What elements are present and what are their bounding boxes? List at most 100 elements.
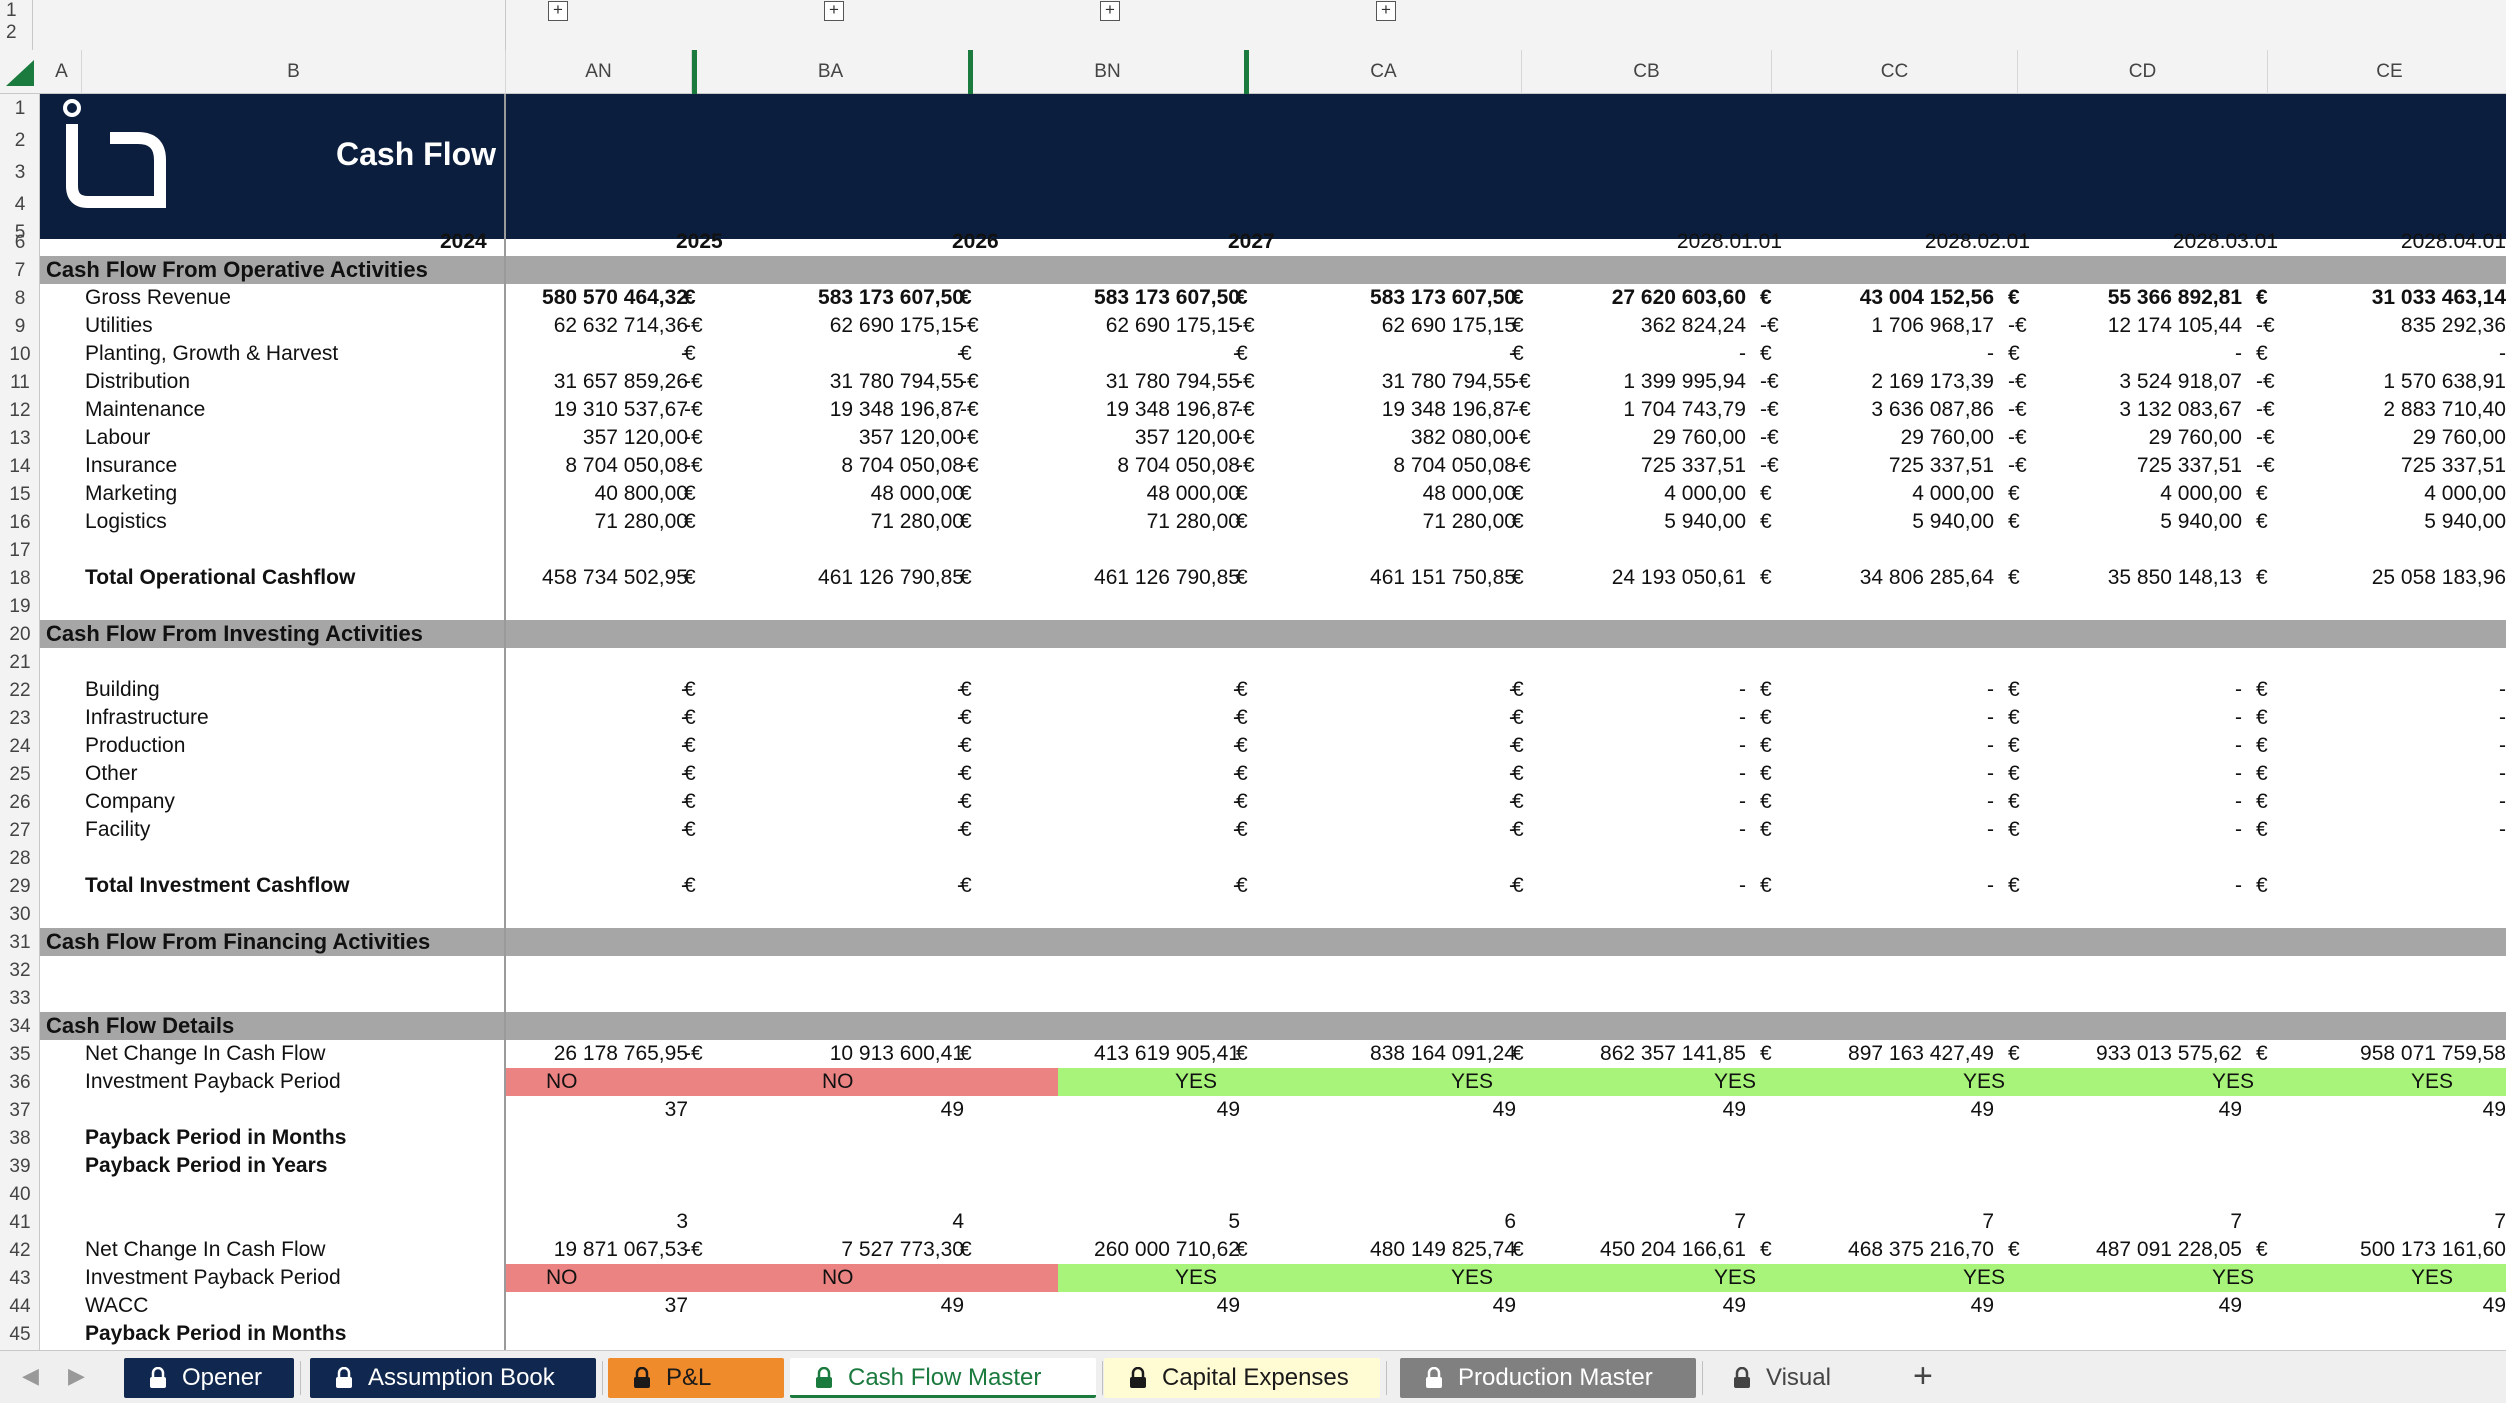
investing-row-value[interactable]: - <box>957 734 964 757</box>
total-investment-value[interactable]: - <box>1509 874 1516 897</box>
investing-row-value[interactable]: - <box>1739 790 1746 813</box>
row-header[interactable]: 9 <box>14 316 26 337</box>
investing-row-value[interactable]: - <box>2235 678 2242 701</box>
operative-row-value[interactable]: 40 800,00 <box>594 482 688 505</box>
row-header[interactable]: 20 <box>9 624 31 645</box>
operative-row-value[interactable]: - <box>1739 342 1746 365</box>
sheet-tab-p-l[interactable]: P&L <box>608 1358 784 1398</box>
total-operational-value[interactable]: 25 058 183,96 <box>2371 566 2506 589</box>
years-value[interactable]: 7 <box>1982 1210 1994 1233</box>
total-investment-value[interactable]: - <box>681 874 688 897</box>
operative-row-value[interactable]: 725 337,51 <box>1888 454 1994 477</box>
operative-row-value[interactable]: 5 940,00 <box>1912 510 1994 533</box>
expand-group-button[interactable]: + <box>548 1 568 21</box>
operative-row-value[interactable]: - <box>1509 342 1516 365</box>
wacc-row-value[interactable]: 49 <box>1722 1294 1746 1317</box>
column-header-cb[interactable]: CB <box>1522 50 1772 94</box>
investing-row-value[interactable]: - <box>957 678 964 701</box>
investing-row-value[interactable]: - <box>1987 790 1994 813</box>
total-operational-value[interactable]: 35 850 148,13 <box>2107 566 2242 589</box>
investing-row-value[interactable]: - <box>957 706 964 729</box>
investing-row-value[interactable]: - <box>681 678 688 701</box>
net-change-row-value[interactable]: 450 204 166,61 <box>1600 1238 1746 1261</box>
row-header[interactable]: 14 <box>9 456 31 477</box>
row-header[interactable]: 31 <box>9 932 31 953</box>
operative-row-value[interactable]: 71 280,00 <box>1146 510 1240 533</box>
operative-row-value[interactable]: 5 940,00 <box>2160 510 2242 533</box>
total-operational-value[interactable]: 461 126 790,85 <box>1094 566 1240 589</box>
payback-flag[interactable]: NO <box>782 1068 1058 1096</box>
operative-row-value[interactable]: 362 824,24 <box>1640 314 1746 337</box>
investing-row-value[interactable]: - <box>957 790 964 813</box>
investing-row-value[interactable]: - <box>1987 706 1994 729</box>
operative-row-value[interactable]: 71 280,00 <box>594 510 688 533</box>
operative-row-value[interactable]: - <box>957 342 964 365</box>
operative-row-value[interactable]: 3 132 083,67 <box>2119 398 2242 421</box>
months-value[interactable]: 49 <box>2218 1098 2242 1121</box>
row-header[interactable]: 32 <box>9 960 31 981</box>
investing-row-value[interactable]: - <box>2499 790 2506 813</box>
row-header[interactable]: 42 <box>9 1240 31 1261</box>
investing-row-value[interactable]: - <box>2499 678 2506 701</box>
total-operational-value[interactable]: 34 806 285,64 <box>1859 566 1994 589</box>
net-change-row-value[interactable]: 862 357 141,85 <box>1600 1042 1746 1065</box>
payback-flag[interactable]: YES <box>1058 1068 1334 1096</box>
row-header[interactable]: 21 <box>9 652 31 673</box>
years-value[interactable]: 4 <box>952 1210 964 1233</box>
operative-row-value[interactable]: 583 173 607,50 <box>1370 286 1516 309</box>
expand-group-button[interactable]: + <box>824 1 844 21</box>
operative-row-value[interactable]: 29 760,00 <box>1900 426 1994 449</box>
payback-flag[interactable]: YES <box>1860 1264 2108 1292</box>
operative-row-value[interactable]: 2 883 710,40 <box>2383 398 2506 421</box>
operative-row-value[interactable]: 31 780 794,55 <box>1105 370 1240 393</box>
investing-row-value[interactable]: - <box>1509 734 1516 757</box>
net-change-row-value[interactable]: 19 871 067,53 <box>553 1238 688 1261</box>
row-header[interactable]: 26 <box>9 792 31 813</box>
net-change-row-value[interactable]: 468 375 216,70 <box>1848 1238 1994 1261</box>
payback-flag[interactable]: YES <box>2358 1068 2506 1096</box>
operative-row-value[interactable]: 835 292,36 <box>2400 314 2506 337</box>
operative-row-value[interactable]: 2 169 173,39 <box>1871 370 1994 393</box>
operative-row-value[interactable]: 725 337,51 <box>2136 454 2242 477</box>
investing-row-value[interactable]: - <box>1739 678 1746 701</box>
operative-row-value[interactable]: 19 348 196,87 <box>829 398 964 421</box>
operative-row-value[interactable]: 27 620 603,60 <box>1611 286 1746 309</box>
sheet-tab-opener[interactable]: Opener <box>124 1358 294 1398</box>
investing-row-value[interactable]: - <box>1739 762 1746 785</box>
sheet-tab-capital-expenses[interactable]: Capital Expenses <box>1104 1358 1380 1398</box>
net-change-row-value[interactable]: 260 000 710,62 <box>1094 1238 1240 1261</box>
operative-row-value[interactable]: 48 000,00 <box>1146 482 1240 505</box>
months-value[interactable]: 49 <box>2482 1098 2506 1121</box>
investing-row-value[interactable]: - <box>2235 762 2242 785</box>
row-header[interactable]: 11 <box>10 372 30 393</box>
investing-row-value[interactable]: - <box>681 818 688 841</box>
years-value[interactable]: 7 <box>2494 1210 2506 1233</box>
row-header[interactable]: 35 <box>9 1044 31 1065</box>
operative-row-value[interactable]: 4 000,00 <box>1664 482 1746 505</box>
operative-row-value[interactable]: 8 704 050,08 <box>1117 454 1240 477</box>
operative-row-value[interactable]: 8 704 050,08 <box>565 454 688 477</box>
net-change-row-value[interactable]: 500 173 161,60 <box>2360 1238 2506 1261</box>
operative-row-value[interactable]: 4 000,00 <box>2424 482 2506 505</box>
column-header-bn[interactable]: BN <box>970 50 1246 94</box>
row-header[interactable]: 5 <box>14 222 26 243</box>
operative-row-value[interactable]: 62 690 175,15 <box>1381 314 1516 337</box>
investing-row-value[interactable]: - <box>1987 762 1994 785</box>
investing-row-value[interactable]: - <box>681 790 688 813</box>
row-header[interactable]: 41 <box>9 1212 31 1233</box>
operative-row-value[interactable]: 19 348 196,87 <box>1381 398 1516 421</box>
sheet-tab-assumption-book[interactable]: Assumption Book <box>310 1358 596 1398</box>
row-header[interactable]: 8 <box>14 288 26 309</box>
row-header[interactable]: 33 <box>9 988 31 1009</box>
operative-row-value[interactable]: 357 120,00 <box>1134 426 1240 449</box>
row-header[interactable]: 38 <box>9 1128 31 1149</box>
investing-row-value[interactable]: - <box>1739 734 1746 757</box>
investing-row-value[interactable]: - <box>681 706 688 729</box>
operative-row-value[interactable]: 29 760,00 <box>1652 426 1746 449</box>
investing-row-value[interactable]: - <box>1233 706 1240 729</box>
operative-row-value[interactable]: - <box>1233 342 1240 365</box>
row-header[interactable]: 29 <box>9 876 31 897</box>
payback-flag[interactable]: YES <box>2358 1264 2506 1292</box>
row-header[interactable]: 44 <box>9 1296 31 1317</box>
investing-row-value[interactable]: - <box>1233 762 1240 785</box>
